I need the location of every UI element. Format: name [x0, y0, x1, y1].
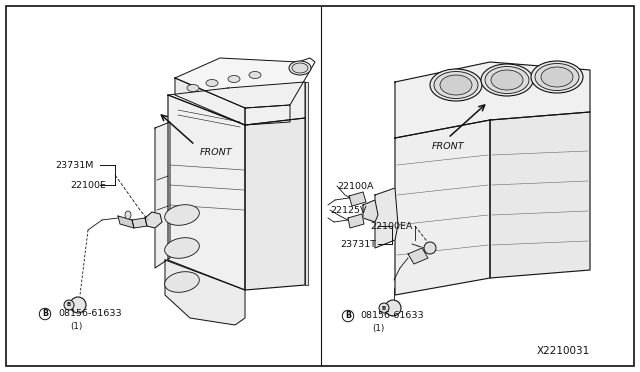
Polygon shape [395, 62, 590, 138]
Ellipse shape [164, 238, 199, 258]
Ellipse shape [164, 272, 199, 292]
Polygon shape [408, 248, 428, 264]
Text: 23731T: 23731T [340, 240, 376, 248]
Polygon shape [175, 58, 315, 108]
Ellipse shape [228, 76, 240, 83]
Text: B: B [67, 302, 71, 308]
Text: 08156-61633: 08156-61633 [58, 310, 122, 318]
Text: FRONT: FRONT [432, 142, 465, 151]
Text: B: B [382, 305, 386, 311]
Text: 22100E: 22100E [70, 180, 106, 189]
Polygon shape [132, 218, 147, 228]
Polygon shape [375, 188, 398, 248]
Ellipse shape [292, 63, 308, 73]
Ellipse shape [206, 80, 218, 87]
Ellipse shape [535, 64, 579, 90]
Text: X2210031: X2210031 [537, 346, 590, 356]
Polygon shape [168, 88, 305, 125]
Polygon shape [155, 122, 170, 268]
Polygon shape [363, 200, 378, 222]
Polygon shape [490, 112, 590, 278]
Polygon shape [245, 105, 290, 125]
Text: B: B [42, 310, 48, 318]
Ellipse shape [164, 205, 199, 225]
Ellipse shape [249, 71, 261, 78]
Polygon shape [165, 260, 245, 325]
Polygon shape [175, 78, 245, 125]
Text: 22100EA: 22100EA [370, 221, 412, 231]
Polygon shape [145, 212, 162, 228]
Polygon shape [168, 82, 305, 125]
Circle shape [385, 300, 401, 316]
Ellipse shape [531, 61, 583, 93]
Ellipse shape [289, 61, 311, 75]
Polygon shape [245, 118, 305, 290]
Ellipse shape [541, 67, 573, 87]
Text: 22125V: 22125V [330, 205, 367, 215]
Circle shape [70, 297, 86, 313]
Ellipse shape [125, 211, 131, 219]
Text: FRONT: FRONT [200, 148, 232, 157]
Polygon shape [349, 192, 366, 206]
Ellipse shape [485, 67, 529, 93]
Polygon shape [168, 95, 245, 290]
Polygon shape [348, 214, 364, 228]
Ellipse shape [440, 75, 472, 95]
Ellipse shape [481, 64, 533, 96]
Circle shape [424, 242, 436, 254]
Text: 08156-61633: 08156-61633 [360, 311, 424, 321]
Text: (1): (1) [70, 321, 83, 330]
Polygon shape [118, 216, 134, 228]
Text: (1): (1) [372, 324, 385, 333]
Ellipse shape [434, 71, 478, 99]
Text: 22100A: 22100A [337, 182, 374, 190]
Polygon shape [395, 120, 490, 295]
Circle shape [64, 300, 74, 310]
Ellipse shape [187, 84, 199, 92]
Circle shape [379, 303, 389, 313]
Polygon shape [305, 82, 308, 285]
Ellipse shape [430, 69, 482, 101]
Text: 23731M: 23731M [55, 160, 93, 170]
Ellipse shape [491, 70, 523, 90]
Text: B: B [345, 311, 351, 321]
